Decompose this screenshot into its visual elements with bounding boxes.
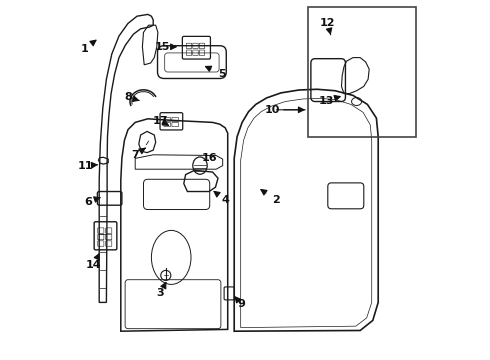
Text: 12: 12: [320, 18, 336, 28]
Text: 15: 15: [154, 42, 170, 52]
Text: 9: 9: [238, 299, 245, 309]
Text: 17: 17: [153, 116, 168, 126]
Text: 14: 14: [86, 260, 101, 270]
Text: 8: 8: [124, 92, 132, 102]
Text: 7: 7: [131, 150, 139, 160]
Text: 16: 16: [201, 153, 217, 163]
Text: 6: 6: [84, 197, 92, 207]
Text: 4: 4: [221, 195, 229, 205]
Text: 2: 2: [272, 195, 279, 205]
Text: 3: 3: [157, 288, 164, 298]
Text: 11: 11: [78, 161, 94, 171]
Text: 5: 5: [218, 69, 225, 79]
Text: 13: 13: [318, 96, 334, 106]
Text: 10: 10: [264, 105, 280, 115]
Text: 1: 1: [81, 44, 89, 54]
Bar: [308, 7, 416, 137]
